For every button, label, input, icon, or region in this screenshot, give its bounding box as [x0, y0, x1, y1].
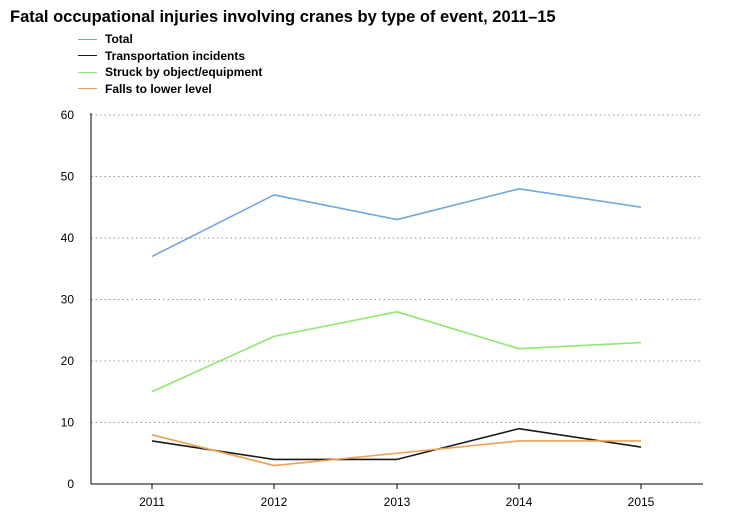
legend-swatch-transportation: [78, 55, 97, 57]
y-tick-label: 0: [67, 477, 74, 491]
legend-label-falls: Falls to lower level: [105, 81, 212, 96]
legend-label-transportation: Transportation incidents: [105, 48, 246, 63]
legend-item: Falls to lower level: [78, 81, 262, 98]
series-line-falls-to-lower-level: [151, 434, 641, 467]
x-tick-label: 2015: [628, 495, 655, 509]
legend-swatch-falls: [78, 88, 97, 90]
series-line-struck-by-object-equipment: [151, 310, 642, 393]
chart-title: Fatal occupational injuries involving cr…: [10, 8, 556, 26]
series-line-transportation-incidents: [151, 427, 642, 461]
x-tick-label: 2014: [506, 495, 533, 509]
legend-label-total: Total: [105, 32, 133, 47]
y-tick-label: 60: [61, 108, 75, 122]
y-tick-label: 10: [61, 416, 75, 430]
legend-item: Total: [78, 31, 262, 48]
y-tick-label: 50: [61, 170, 75, 184]
x-tick-label: 2012: [261, 495, 288, 509]
x-tick-label: 2013: [384, 495, 411, 509]
legend-item: Transportation incidents: [78, 48, 262, 65]
y-tick-label: 30: [61, 293, 75, 307]
legend-swatch-struck: [78, 71, 97, 73]
series-line-total: [151, 188, 642, 258]
y-tick-label: 40: [61, 231, 75, 245]
legend-item: Struck by object/equipment: [78, 64, 262, 81]
legend: Total Transportation incidents Struck by…: [78, 31, 262, 97]
y-tick-label: 20: [61, 354, 75, 368]
legend-label-struck: Struck by object/equipment: [105, 65, 263, 80]
x-tick-label: 2011: [139, 495, 165, 509]
legend-swatch-total: [78, 38, 97, 40]
